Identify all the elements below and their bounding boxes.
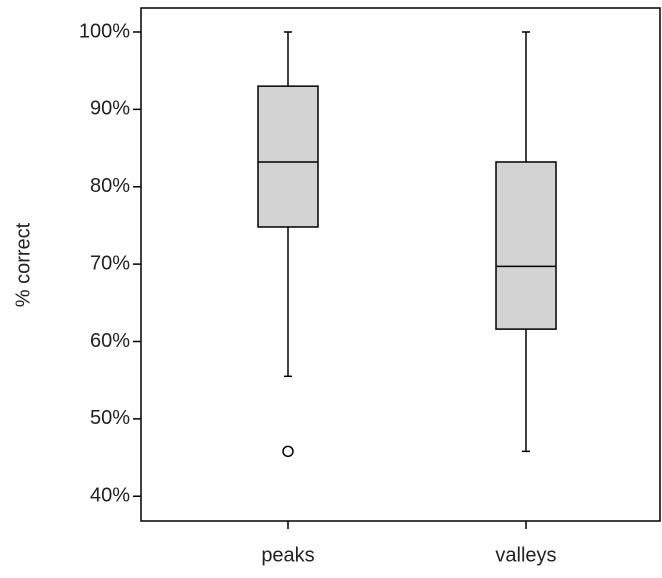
outlier: [282, 445, 294, 458]
box: [257, 85, 319, 228]
y-tick-label: 50%: [90, 407, 130, 429]
x-tick-label: peaks: [261, 544, 314, 566]
y-tick-label: 80%: [90, 175, 130, 197]
box: [495, 161, 557, 330]
y-tick-label: 70%: [90, 252, 130, 274]
y-tick-label: 40%: [90, 485, 130, 507]
y-axis-label: % correct: [12, 222, 34, 307]
y-tick-label: 90%: [90, 98, 130, 120]
y-tick-label: 100%: [79, 20, 130, 42]
y-tick-label: 60%: [90, 330, 130, 352]
x-tick-label: valleys: [495, 544, 556, 566]
plot-frame: [140, 7, 661, 522]
